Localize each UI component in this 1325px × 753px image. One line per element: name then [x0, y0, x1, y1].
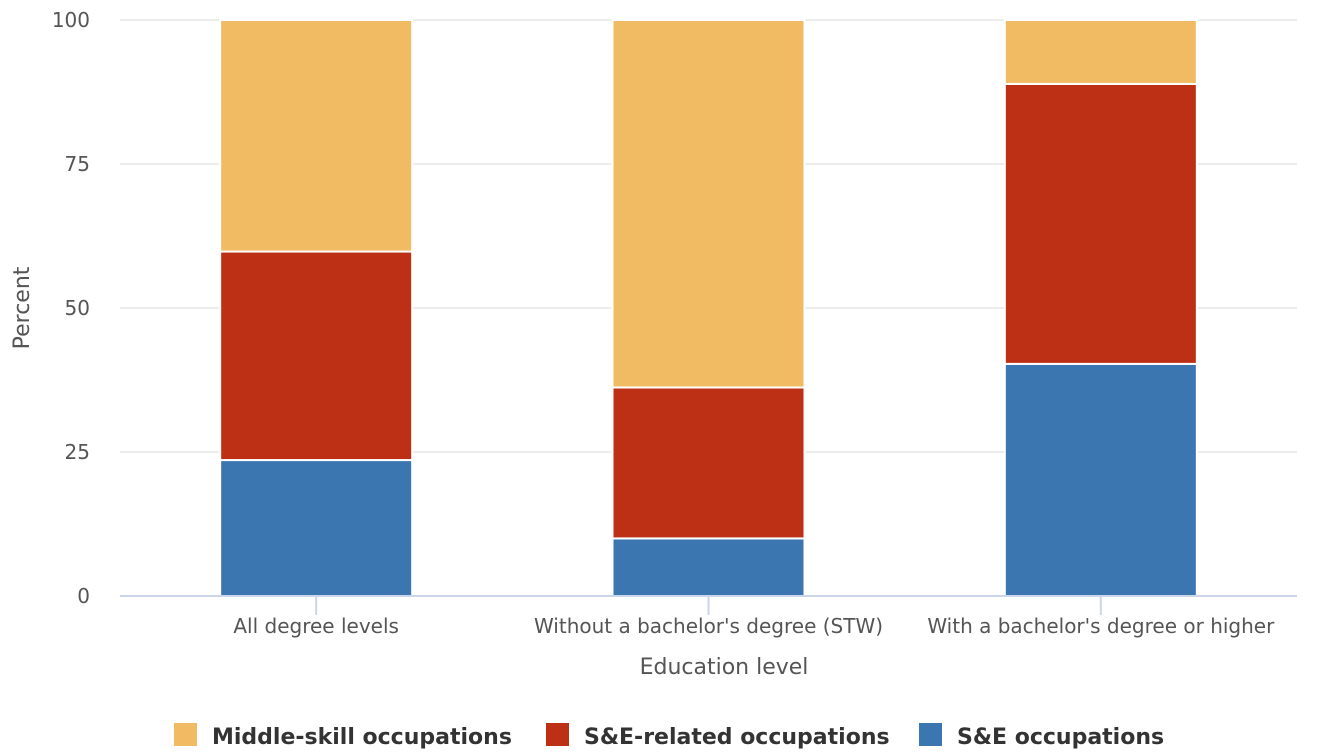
bar-segment [1003, 19, 1198, 85]
y-tick-label: 25 [65, 440, 90, 464]
y-axis-tick-labels: 0 25 50 75 100 [52, 8, 90, 608]
legend-swatch [546, 723, 569, 746]
bar-segment [1003, 82, 1198, 365]
y-tick-label: 0 [77, 584, 90, 608]
legend-swatch [919, 723, 942, 746]
bar-segment [219, 459, 414, 597]
x-tick-label: With a bachelor's degree or higher [927, 614, 1275, 638]
bars [219, 19, 1198, 598]
legend-label: Middle-skill occupations [212, 725, 512, 750]
bar-segment [219, 19, 414, 253]
legend-label: S&E occupations [957, 725, 1164, 750]
x-axis: All degree levels Without a bachelor's de… [120, 595, 1297, 638]
bar-segment [219, 250, 414, 462]
legend-label: S&E-related occupations [584, 725, 890, 750]
bar-segment [611, 386, 806, 540]
bar-segment [611, 537, 806, 598]
x-tick-label: Without a bachelor's degree (STW) [534, 614, 883, 638]
y-tick-label: 100 [52, 8, 90, 32]
bar-segment [1003, 362, 1198, 598]
y-tick-label: 75 [65, 152, 90, 176]
y-tick-label: 50 [65, 296, 90, 320]
legend-swatch [174, 723, 197, 746]
y-axis-title: Percent [10, 266, 35, 349]
bar-segment [611, 19, 806, 389]
x-axis-title: Education level [640, 655, 809, 680]
x-tick-label: All degree levels [233, 614, 399, 638]
legend: Middle-skill occupations S&E-related occu… [174, 723, 1164, 750]
